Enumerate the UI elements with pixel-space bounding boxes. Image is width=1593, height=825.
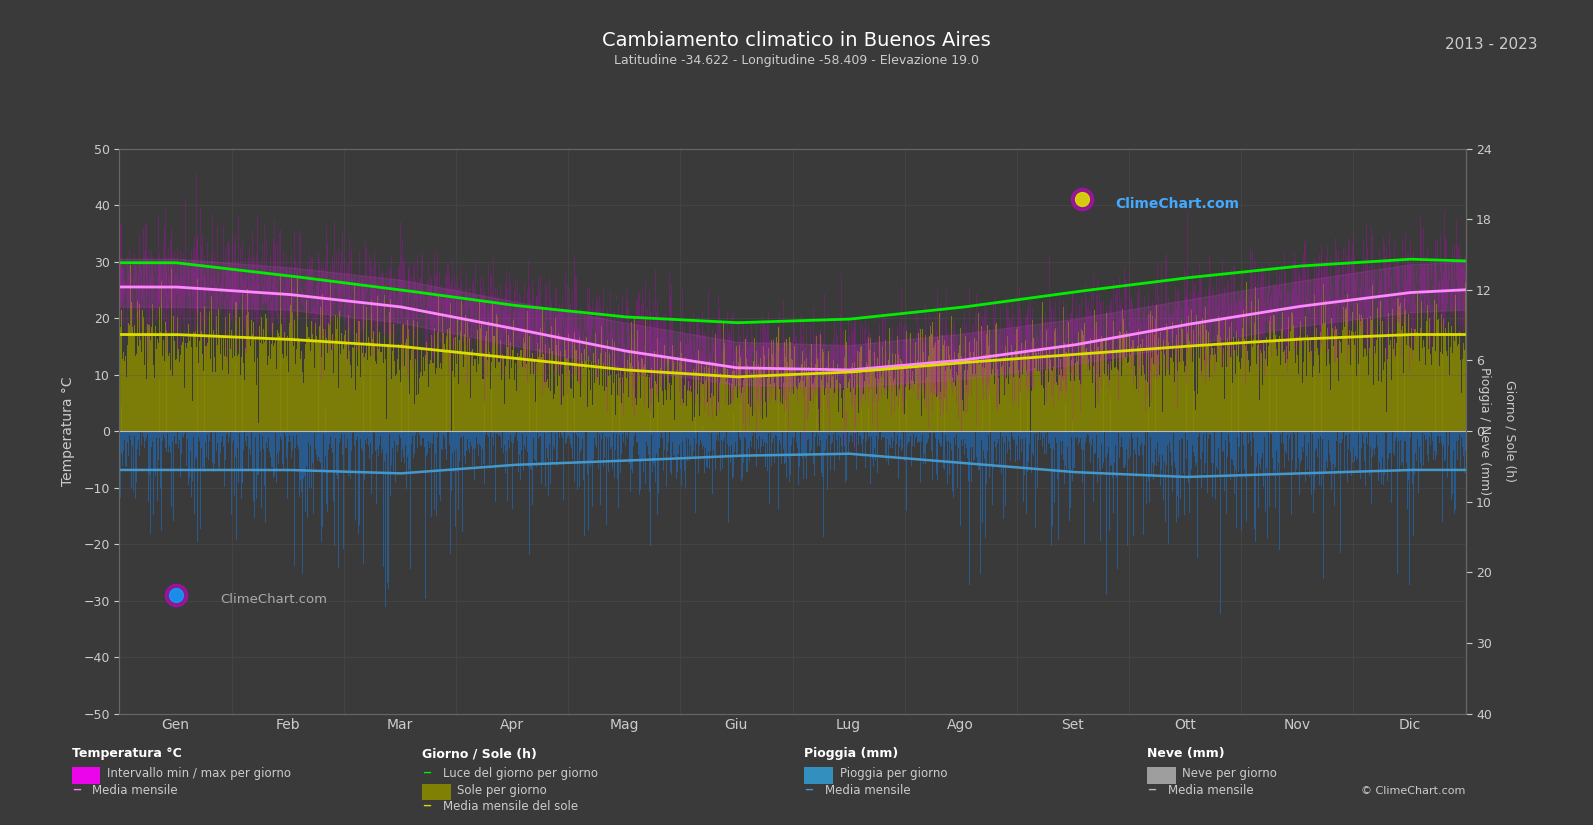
Text: Pioggia per giorno: Pioggia per giorno [840, 767, 946, 780]
Text: –: – [422, 763, 432, 781]
Y-axis label: Pioggia / Neve (mm): Pioggia / Neve (mm) [1478, 367, 1491, 495]
Text: Pioggia (mm): Pioggia (mm) [804, 747, 898, 761]
Text: Neve (mm): Neve (mm) [1147, 747, 1225, 761]
Text: Temperatura °C: Temperatura °C [72, 747, 182, 761]
Text: Luce del giorno per giorno: Luce del giorno per giorno [443, 767, 597, 780]
Text: 2013 - 2023: 2013 - 2023 [1445, 37, 1537, 52]
Text: –: – [804, 780, 814, 798]
Text: ClimeChart.com: ClimeChart.com [1115, 197, 1239, 211]
Text: Sole per giorno: Sole per giorno [457, 784, 546, 797]
Text: Cambiamento climatico in Buenos Aires: Cambiamento climatico in Buenos Aires [602, 31, 991, 50]
Text: © ClimeChart.com: © ClimeChart.com [1360, 785, 1466, 795]
Y-axis label: Giorno / Sole (h): Giorno / Sole (h) [1504, 380, 1517, 482]
Y-axis label: Temperatura °C: Temperatura °C [61, 376, 75, 486]
Text: Media mensile del sole: Media mensile del sole [443, 800, 578, 813]
Text: Intervallo min / max per giorno: Intervallo min / max per giorno [107, 767, 292, 780]
Text: Neve per giorno: Neve per giorno [1182, 767, 1278, 780]
Text: ClimeChart.com: ClimeChart.com [220, 593, 328, 606]
Text: Media mensile: Media mensile [1168, 784, 1254, 797]
Text: –: – [1147, 780, 1157, 798]
Text: –: – [422, 796, 432, 814]
Text: Latitudine -34.622 - Longitudine -58.409 - Elevazione 19.0: Latitudine -34.622 - Longitudine -58.409… [613, 54, 980, 67]
Text: –: – [72, 780, 81, 798]
Text: Giorno / Sole (h): Giorno / Sole (h) [422, 747, 537, 761]
Text: Media mensile: Media mensile [92, 784, 178, 797]
Text: Media mensile: Media mensile [825, 784, 911, 797]
